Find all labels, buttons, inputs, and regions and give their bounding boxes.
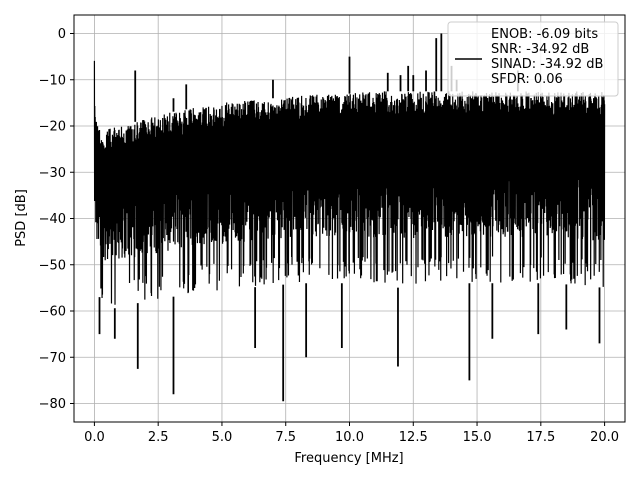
- x-tick-label: 7.5: [275, 430, 296, 445]
- y-tick-label: 0: [58, 27, 66, 42]
- x-tick-label: 17.5: [526, 430, 555, 445]
- y-tick-label: −20: [39, 120, 66, 135]
- y-tick-label: −30: [39, 166, 66, 181]
- x-tick-label: 20.0: [590, 430, 619, 445]
- y-tick-label: −10: [39, 73, 66, 88]
- x-tick-label: 5.0: [212, 430, 233, 445]
- y-tick-label: −40: [39, 212, 66, 227]
- x-tick-label: 10.0: [335, 430, 364, 445]
- y-axis-label: PSD [dB]: [14, 189, 29, 247]
- x-tick-label: 12.5: [399, 430, 428, 445]
- psd-series-line: [93, 60, 606, 305]
- y-tick-label: −60: [39, 305, 66, 320]
- x-tick-label: 2.5: [148, 430, 169, 445]
- y-tick-label: −70: [39, 351, 66, 366]
- legend-line-text: ENOB: -6.09 bits: [491, 27, 598, 42]
- legend-line-text: SFDR: 0.06: [491, 72, 563, 87]
- x-axis: 0.0 2.5 5.0 7.5 10.0 12.5 15.0 17.5 20.0: [84, 422, 619, 445]
- x-tick-label: 15.0: [463, 430, 492, 445]
- legend-entry-label: ENOB: -6.09 bits SNR: -34.92 dB SINAD: -34…: [491, 27, 603, 87]
- x-tick-label: 0.0: [84, 430, 105, 445]
- y-tick-label: −50: [39, 258, 66, 273]
- x-axis-label: Frequency [MHz]: [294, 451, 403, 466]
- legend-box: [447, 21, 619, 97]
- legend: ENOB: -6.09 bits SNR: -34.92 dB SINAD: -34…: [447, 21, 619, 97]
- series-layer: [93, 33, 606, 402]
- y-axis: 0 −10 −20 −30 −40 −50 −60 −70 −80: [39, 27, 74, 412]
- legend-line-text: SNR: -34.92 dB: [491, 42, 589, 57]
- legend-line-text: SINAD: -34.92 dB: [491, 57, 603, 72]
- y-tick-label: −80: [39, 397, 66, 412]
